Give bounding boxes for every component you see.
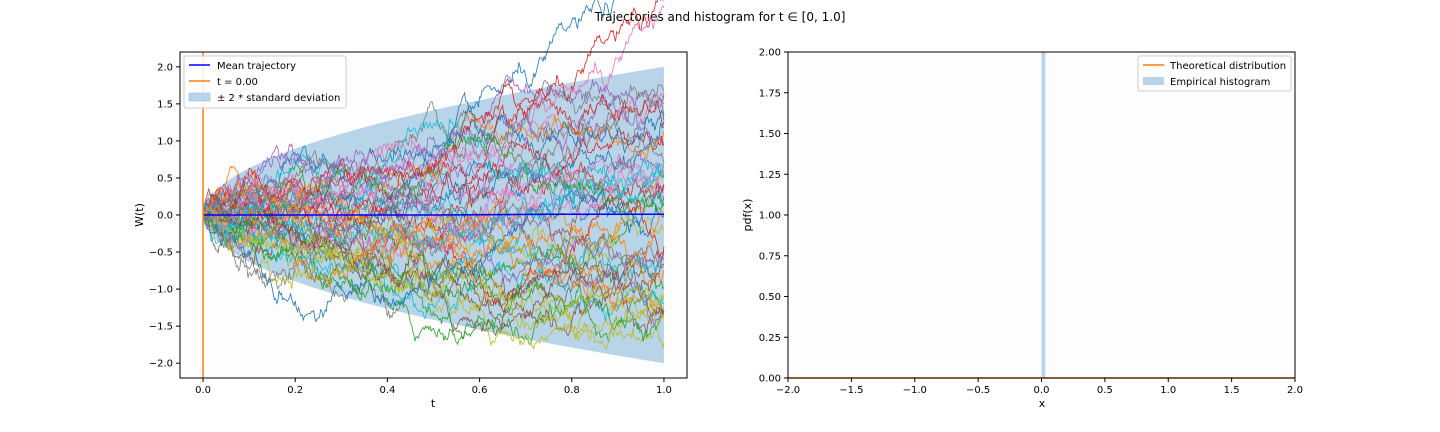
trajectories-legend: Mean trajectory t = 0.00 ± 2 * standard …	[183, 55, 347, 109]
histogram-bar	[1041, 52, 1046, 378]
x-tick-label: 2.0	[1287, 385, 1303, 396]
trajectories-panel: 0.0 0.2 0.4 0.6 0.8 1.0 −2.0−1.5−1.0−0.50.00.…	[133, 0, 688, 410]
x-tick-label: 0.6	[472, 385, 488, 396]
histogram-y-label: pdf(x)	[741, 199, 754, 232]
histogram-legend-box	[1137, 55, 1292, 92]
trajectory-path	[202, 4, 665, 233]
legend-band-swatch	[188, 92, 211, 102]
trajectory-path	[202, 214, 665, 321]
histogram-x-label: x	[1039, 397, 1046, 410]
trajectories-x-ticks: 0.0 0.2 0.4 0.6 0.8 1.0	[195, 378, 672, 396]
y-tick-label: 0.75	[759, 251, 781, 262]
x-tick-label: 0.8	[564, 385, 580, 396]
legend-mean-label: Mean trajectory	[217, 61, 296, 72]
y-tick-label: 1.0	[157, 136, 173, 147]
x-tick-label: 1.0	[1160, 385, 1176, 396]
y-tick-label: −1.0	[149, 285, 173, 296]
x-tick-label: −1.0	[903, 385, 927, 396]
trajectory-path	[202, 179, 665, 327]
trajectory-path	[202, 201, 665, 350]
trajectory-path	[202, 118, 665, 216]
x-tick-label: 1.0	[656, 385, 672, 396]
histogram-y-ticks: 0.00 0.25 0.50 0.75 1.00 1.25 1.50 1.75 2.00	[759, 48, 788, 385]
trajectory-path	[202, 84, 665, 225]
trajectories-x-label: t	[431, 397, 436, 410]
x-tick-label: 0.0	[195, 385, 211, 396]
trajectory-path	[202, 79, 665, 229]
trajectory-path	[202, 142, 665, 279]
legend-theoretical-label: Theoretical distribution	[1169, 61, 1286, 72]
y-tick-label: −2.0	[149, 359, 173, 370]
mean-trajectory-line	[203, 213, 664, 216]
trajectories-y-ticks: −2.0 −1.5 −1.0 −0.5 0.0 0.5 1.0 1.5 2.0	[149, 62, 180, 370]
trajectory-path	[202, 78, 665, 216]
y-tick-label: 1.50	[759, 129, 781, 140]
y-tick-label: 1.00	[759, 211, 781, 222]
empirical-histogram-bars	[1041, 52, 1046, 378]
x-tick-label: 0.4	[379, 385, 395, 396]
trajectory-path	[202, 214, 665, 342]
trajectory-path	[202, 181, 665, 266]
trajectory-path	[202, 136, 665, 291]
histogram-legend: Theoretical distribution Empirical histo…	[1137, 55, 1292, 92]
trajectory-path	[202, 212, 665, 349]
x-tick-label: 0.5	[1097, 385, 1113, 396]
trajectory-lines	[202, 0, 665, 350]
histogram-x-ticks: −2.0 −1.5 −1.0 −0.5 0.0 0.5 1.0 1.5 2.0	[776, 378, 1303, 396]
trajectory-path	[202, 139, 665, 225]
trajectory-path	[202, 187, 665, 323]
mean-trajectory-path	[203, 213, 664, 216]
trajectories-y-label: W(t)	[133, 203, 146, 227]
legend-histogram-label: Empirical histogram	[1170, 77, 1270, 88]
x-tick-label: 0.0	[1034, 385, 1050, 396]
trajectory-path	[202, 205, 665, 330]
y-tick-label: −0.5	[149, 248, 173, 259]
y-tick-label: 0.25	[759, 333, 781, 344]
y-tick-label: 0.5	[157, 173, 173, 184]
legend-histogram-swatch	[1143, 77, 1164, 85]
y-tick-label: 1.75	[759, 88, 781, 99]
trajectory-path	[202, 152, 664, 242]
histogram-panel: −2.0 −1.5 −1.0 −0.5 0.0 0.5 1.0 1.5 2.0 0.00 0.25…	[741, 48, 1303, 411]
x-tick-label: 1.5	[1224, 385, 1240, 396]
y-tick-label: 1.5	[157, 99, 173, 110]
y-tick-label: 0.0	[157, 211, 173, 222]
legend-band-label: ± 2 * standard deviation	[217, 93, 340, 104]
trajectory-path	[202, 156, 664, 270]
x-tick-label: −1.5	[839, 385, 863, 396]
trajectory-path	[202, 196, 665, 346]
x-tick-label: −2.0	[776, 385, 800, 396]
trajectory-path	[202, 105, 665, 229]
trajectories-legend-box	[183, 55, 347, 109]
y-tick-label: 2.0	[157, 62, 173, 73]
y-tick-label: 2.00	[759, 48, 781, 59]
trajectory-path	[202, 187, 665, 327]
y-tick-label: 0.50	[759, 292, 781, 303]
x-tick-label: −0.5	[966, 385, 990, 396]
x-tick-label: 0.2	[287, 385, 303, 396]
y-tick-label: 1.25	[759, 170, 781, 181]
y-tick-label: 0.00	[759, 374, 781, 385]
trajectory-path	[202, 162, 665, 251]
legend-time-label: t = 0.00	[217, 77, 258, 88]
trajectory-path	[202, 74, 665, 223]
y-tick-label: −1.5	[149, 322, 173, 333]
